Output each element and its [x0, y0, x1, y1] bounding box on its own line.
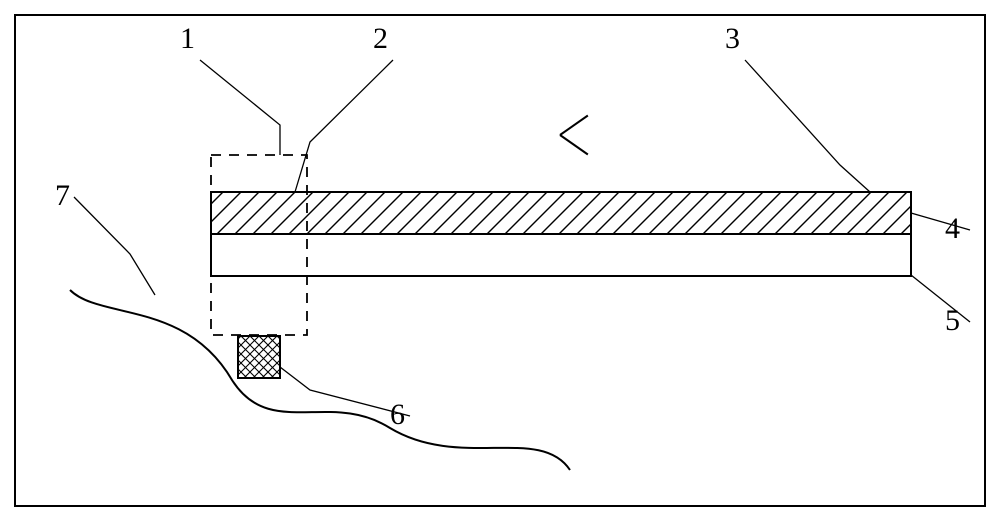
leader-3 [745, 60, 870, 192]
callout-3: 3 [725, 22, 870, 192]
label-3: 3 [725, 22, 740, 55]
organic-curve [70, 290, 570, 470]
outer-frame [15, 15, 985, 506]
callout-2: 2 [295, 22, 393, 192]
leader-7 [74, 197, 155, 295]
leader-4 [911, 213, 970, 230]
direction-arrow [560, 115, 588, 154]
callout-1: 1 [180, 22, 280, 155]
label-6: 6 [390, 398, 405, 431]
dashed-region [211, 155, 307, 335]
label-2: 2 [373, 22, 388, 55]
label-5: 5 [945, 304, 960, 337]
callout-6: 6 [280, 367, 410, 431]
leader-1 [200, 60, 280, 155]
leader-5 [911, 275, 970, 322]
label-4: 4 [945, 212, 960, 245]
label-1: 1 [180, 22, 195, 55]
callout-4: 4 [911, 212, 970, 245]
leader-2 [295, 60, 393, 192]
callout-7: 7 [55, 179, 155, 295]
layer-top [211, 192, 911, 234]
layer-bottom [211, 234, 911, 276]
label-7: 7 [55, 179, 70, 212]
callout-5: 5 [911, 275, 970, 337]
